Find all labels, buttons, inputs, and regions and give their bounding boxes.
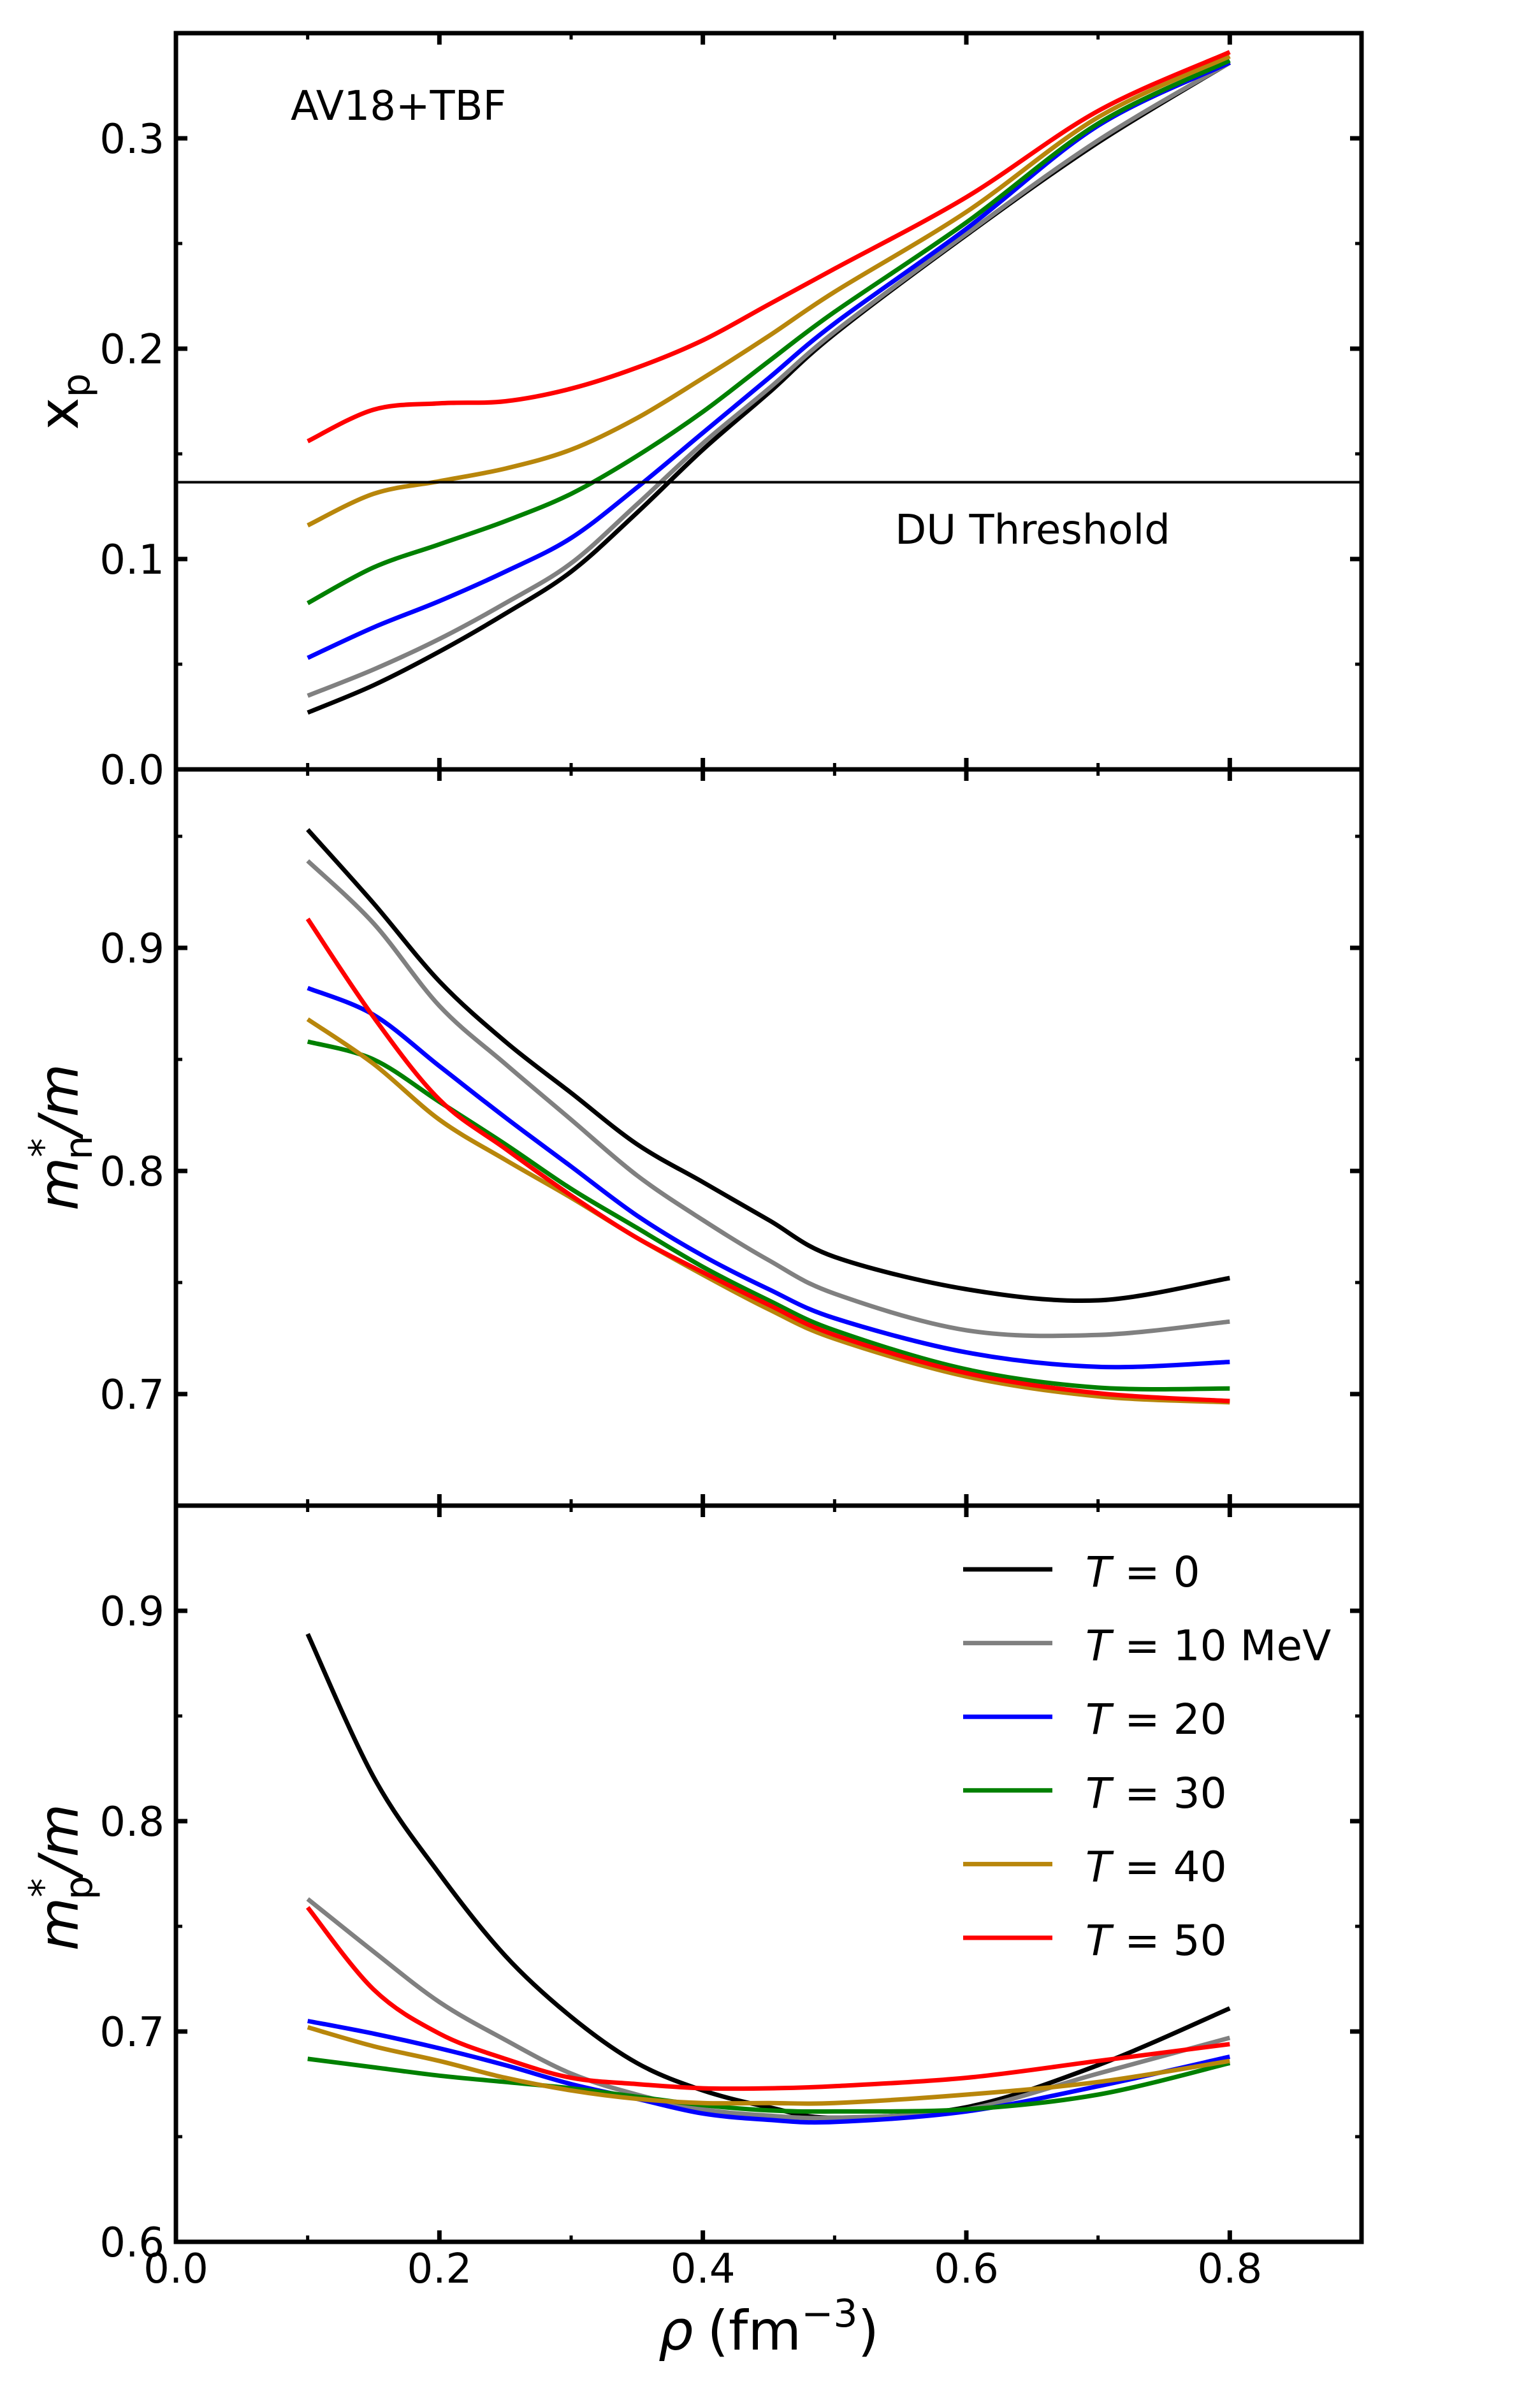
y-tick-label: 0.7 [99,2009,164,2056]
legend-label-variable: T [1086,1769,1114,1818]
y-axis-label-sup: * [21,1879,66,1898]
panel-neutron-effective-mass: 0.7 0.8 0.9 m*n/m [21,767,1364,1508]
legend-label-value: = 40 [1111,1842,1226,1891]
annotation-model-label: AV18+TBF [291,83,506,130]
y-axis-label-main: m [27,1158,91,1211]
y-tick-label: 0.3 [99,116,164,163]
y-axis-label-tail: /m [27,1804,91,1880]
x-tick-label: 0.2 [407,2246,472,2293]
legend-label: T = 30 [1086,1769,1227,1818]
y-axis-label-mp: m*p/m [21,1804,101,1951]
x-axis-label-symbol: ρ [658,2299,694,2363]
series-line-t-0 [306,828,1230,1304]
legend-label-value: = 0 [1111,1548,1200,1597]
legend-label-variable: T [1086,1842,1114,1891]
tick-labels-group: 0.7 0.8 0.9 [99,926,164,1419]
y-axis-label-sub: p [57,1875,101,1900]
x-tick-label: 0.8 [1197,2246,1262,2293]
x-axis-label-close: ) [858,2299,880,2363]
legend-label-value: = 50 [1111,1916,1226,1965]
y-axis-label-xp: xp [27,374,99,430]
x-axis-label: ρ (fm−3) [658,2292,879,2363]
series-line-t-10-mev [307,61,1231,698]
y-axis-label-sup: * [21,1138,66,1158]
y-tick-label: 0.6 [99,2220,164,2267]
series-line-t-20 [307,2019,1231,2125]
legend-label: T = 50 [1086,1916,1227,1965]
series-line-t-10-mev [306,1897,1231,2121]
tick-labels-group: 0.6 0.7 0.8 0.9 0.0 0.2 0.4 0.6 0.8 [99,1588,1262,2293]
curves-group [307,50,1231,715]
series-line-t-50 [307,50,1231,444]
legend-item: T = 10 MeV [963,1622,1331,1671]
legend-label-variable: T [1086,1916,1114,1965]
curves-group [305,828,1230,1405]
legend-label-value: = 30 [1111,1769,1226,1818]
series-line-t-40 [307,2025,1230,2106]
x-tick-label: 0.6 [934,2246,999,2293]
legend-item: T = 40 [963,1842,1227,1891]
annotation-du-threshold: DU Threshold [895,507,1170,554]
curves-group [305,1632,1231,2125]
x-axis-label-sup: −3 [801,2292,857,2336]
x-axis-label-unit: (fm [707,2299,801,2363]
legend-label: T = 40 [1086,1842,1227,1891]
legend-label-variable: T [1086,1695,1114,1744]
legend-item: T = 50 [963,1916,1227,1965]
legend-label-variable: T [1086,1548,1114,1597]
y-axis-label-sub: n [57,1135,101,1159]
y-tick-label: 0.7 [99,1372,164,1419]
y-tick-label: 0.9 [99,926,164,973]
y-tick-label: 0.0 [99,747,164,794]
y-tick-label: 0.1 [99,537,164,584]
legend-item: T = 20 [963,1695,1227,1744]
legend-label-value: = 10 MeV [1111,1622,1331,1671]
y-axis-label-mn: m*n/m [21,1064,101,1211]
series-line-t-30 [307,58,1231,606]
legend-item: T = 0 [963,1548,1200,1597]
y-axis-label-main: m [27,1898,91,1951]
x-tick-label: 0.0 [143,2246,208,2293]
series-line-t-20 [307,985,1230,1370]
y-axis-label-sub: p [54,374,99,398]
panel-proton-fraction: 0.0 0.1 0.2 0.3 AV18+TBF DU Threshold xp [27,31,1364,794]
legend-item: T = 30 [963,1769,1227,1818]
y-tick-label: 0.8 [99,1799,164,1846]
series-line-t-50 [305,917,1230,1404]
legend-label-value: = 20 [1111,1695,1226,1744]
legend-label: T = 20 [1086,1695,1227,1744]
panel-frame [173,1503,1364,2244]
y-tick-label: 0.2 [99,326,164,374]
series-line-t-20 [307,61,1231,660]
tick-labels-group: 0.0 0.1 0.2 0.3 [99,116,164,794]
series-line-t-50 [305,1906,1230,2091]
series-line-t-0 [305,1632,1231,2120]
y-axis-label-main: x [27,398,91,430]
legend-label: T = 0 [1086,1548,1200,1597]
y-tick-label: 0.9 [99,1588,164,1636]
legend-label-variable: T [1086,1622,1114,1671]
legend-label: T = 10 MeV [1086,1622,1331,1671]
panel-proton-effective-mass: 0.6 0.7 0.8 0.9 0.0 0.2 0.4 0.6 0.8 m*p/m ρ (fm−3… [21,1503,1364,2363]
y-tick-label: 0.8 [99,1149,164,1196]
y-axis-label-tail: /m [27,1064,91,1140]
x-tick-label: 0.4 [671,2246,736,2293]
series-line-t-10-mev [306,859,1230,1339]
